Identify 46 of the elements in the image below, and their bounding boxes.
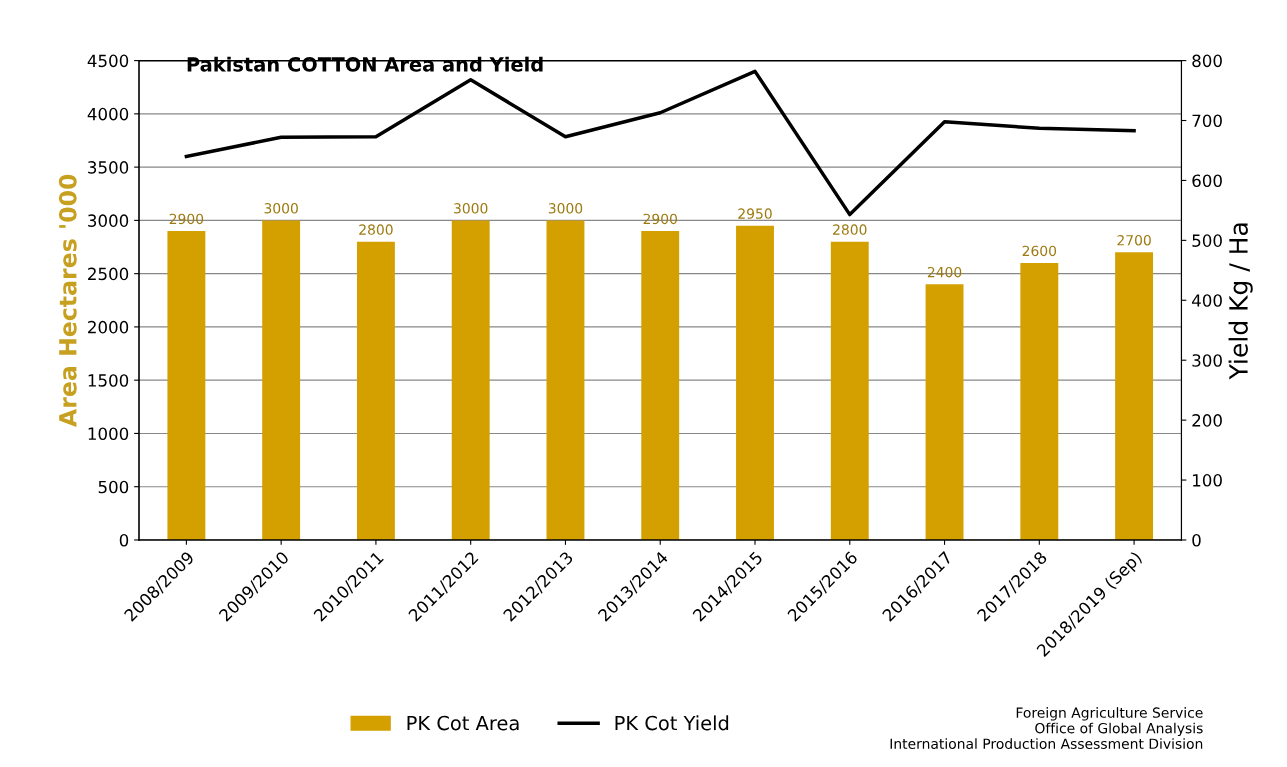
y-tick-label: 0	[119, 533, 129, 547]
data-label: 3000	[548, 203, 583, 214]
y2-tick-label: 100	[1193, 474, 1222, 487]
data-label: 2800	[833, 224, 867, 235]
text: Foreign Agriculture Service Office of Global Analysis International Production Assessment Division	[890, 707, 1203, 749]
y2-tick-label: 500	[1192, 234, 1222, 247]
data-label: 2400	[927, 266, 962, 278]
data-label: 2900	[643, 213, 677, 225]
y2-tick-label: 800	[1192, 54, 1222, 68]
bar	[641, 231, 680, 540]
data-label: 2800	[359, 224, 393, 235]
data-label: 3000	[454, 203, 488, 214]
bar	[546, 220, 585, 540]
data-label: 2950	[738, 208, 772, 219]
y2-axis-title: Yield Kg / Ha	[1228, 223, 1253, 380]
bar	[1115, 252, 1154, 540]
data-label: 2700	[1117, 234, 1151, 246]
y2-tick-label: 0	[1192, 533, 1201, 547]
bar	[262, 220, 301, 540]
data-label: 2900	[169, 213, 204, 225]
bar	[167, 231, 206, 540]
bar	[1020, 263, 1059, 540]
y2-tick-label: 600	[1192, 174, 1222, 188]
y-tick-label: 500	[98, 480, 129, 494]
y-tick-label: 3000	[88, 214, 129, 227]
y2-tick-label: 400	[1192, 294, 1222, 307]
y-tick-label: 2500	[88, 267, 129, 281]
y-tick-label: 4000	[87, 107, 129, 121]
y-tick-label: 1000	[88, 427, 129, 441]
legend-label: PK Cot Area	[407, 715, 519, 731]
y-tick-label: 3500	[88, 161, 129, 174]
y2-tick-label: 300	[1192, 354, 1222, 367]
bar	[925, 284, 964, 540]
legend-label: PK Cot Yield	[615, 715, 729, 731]
y-tick-label: 2000	[88, 320, 129, 334]
y2-tick-label: 200	[1192, 414, 1222, 427]
y-axis-title: Area Hectares '000	[58, 174, 77, 427]
y-tick-label: 4500	[87, 54, 129, 68]
bar	[451, 220, 490, 540]
bar	[830, 241, 869, 540]
data-label: 2600	[1022, 245, 1057, 257]
y-tick-label: 1500	[88, 374, 129, 387]
data-label: 3000	[264, 203, 298, 214]
bar	[736, 225, 774, 540]
bar	[356, 241, 395, 540]
y2-tick-label: 700	[1192, 114, 1222, 128]
